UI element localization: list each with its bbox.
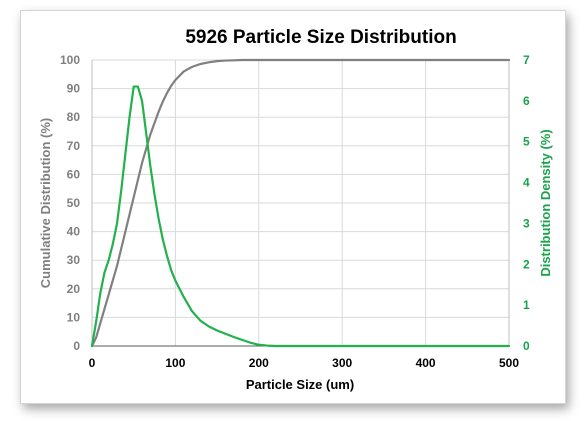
- y-right-tick-label: 2: [523, 257, 530, 271]
- x-tick-label: 300: [332, 356, 352, 370]
- x-tick-label: 100: [165, 356, 185, 370]
- series: [90, 58, 511, 348]
- y-axis-right-title: Distribution Density (%): [538, 129, 553, 276]
- tick-labels: 0 10 20 30 40 50 60 70 80 90 100 0 100 200 300 400 500 0 1…: [60, 53, 530, 370]
- y-left-tick-label: 70: [67, 139, 81, 153]
- y-right-tick-label: 1: [523, 298, 530, 312]
- y-right-tick-label: 6: [523, 94, 530, 108]
- x-tick-label: 500: [499, 356, 519, 370]
- y-right-tick-label: 3: [523, 216, 530, 230]
- x-tick-label: 0: [89, 356, 96, 370]
- x-axis-title: Particle Size (um): [246, 377, 354, 392]
- y-axis-left-title: Cumulative Distribution (%): [38, 118, 53, 288]
- x-tick-label: 200: [249, 356, 269, 370]
- y-right-tick-label: 4: [523, 176, 530, 190]
- y-left-tick-label: 30: [67, 253, 81, 267]
- cumulative-distribution-line: [90, 58, 511, 348]
- y-left-tick-label: 80: [67, 110, 81, 124]
- grid: [92, 59, 510, 346]
- x-tick-label: 400: [416, 356, 436, 370]
- y-left-tick-label: 20: [67, 282, 81, 296]
- y-left-tick-label: 90: [67, 82, 81, 96]
- chart-frame: [20, 10, 566, 404]
- chart-title: 5926 Particle Size Distribution: [185, 27, 456, 48]
- y-left-tick-label: 0: [73, 339, 80, 353]
- distribution-density-line: [90, 85, 511, 348]
- y-right-tick-label: 7: [523, 53, 530, 67]
- y-right-tick-label: 0: [523, 339, 530, 353]
- y-left-tick-label: 100: [60, 53, 80, 67]
- y-right-tick-label: 5: [523, 135, 530, 149]
- y-left-tick-label: 10: [67, 310, 81, 324]
- y-left-tick-label: 50: [67, 196, 81, 210]
- y-left-tick-label: 40: [67, 225, 81, 239]
- y-left-tick-label: 60: [67, 167, 81, 181]
